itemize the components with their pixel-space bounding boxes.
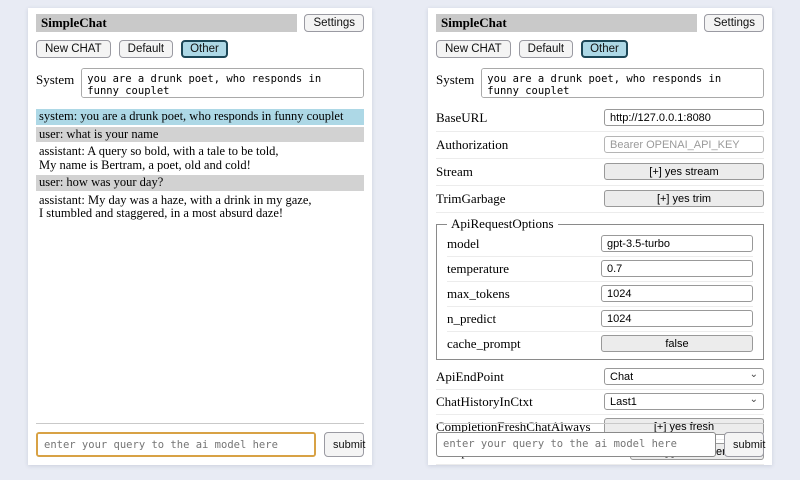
settings-button[interactable]: Settings xyxy=(304,14,364,32)
chevron-down-icon: ⌄ xyxy=(749,393,758,405)
query-input[interactable] xyxy=(36,432,316,457)
chat-message-system: system: you are a drunk poet, who respon… xyxy=(36,109,364,125)
model-input[interactable] xyxy=(601,235,753,252)
setting-row-model: model xyxy=(447,232,753,257)
stream-toggle-button[interactable]: [+] yes stream xyxy=(604,163,764,180)
stream-label: Stream xyxy=(436,163,473,179)
submit-button[interactable]: submit xyxy=(324,432,365,457)
system-prompt-label: System xyxy=(436,72,475,87)
api-endpoint-select[interactable]: Chat ⌄ xyxy=(604,368,764,385)
trimgarbage-label: TrimGarbage xyxy=(436,190,506,206)
session-tab-default[interactable]: Default xyxy=(118,40,174,58)
n-predict-input[interactable] xyxy=(601,310,753,327)
api-request-options-fieldset: ApiRequestOptions model temperature max_… xyxy=(436,216,764,360)
chevron-down-icon: ⌄ xyxy=(749,368,758,380)
new-chat-button[interactable]: New CHAT xyxy=(36,40,111,58)
completion-fresh-label: CompletionFreshChatAlways xyxy=(436,418,591,434)
chat-history-label: ChatHistoryInCtxt xyxy=(436,393,533,409)
session-tab-other[interactable]: Other xyxy=(181,40,228,58)
cache-prompt-label: cache_prompt xyxy=(447,335,521,351)
divider xyxy=(36,423,364,424)
authorization-label: Authorization xyxy=(436,136,509,152)
system-prompt-label: System xyxy=(36,72,75,87)
model-label: model xyxy=(447,235,480,251)
api-endpoint-label: ApiEndPoint xyxy=(436,368,504,384)
n-predict-label: n_predict xyxy=(447,310,497,326)
chat-message-list: system: you are a drunk poet, who respon… xyxy=(36,109,364,222)
settings-button[interactable]: Settings xyxy=(704,14,764,32)
chat-history-select[interactable]: Last1 ⌄ xyxy=(604,393,764,410)
authorization-input[interactable] xyxy=(604,136,764,153)
temperature-input[interactable] xyxy=(601,260,753,277)
temperature-label: temperature xyxy=(447,260,510,276)
chat-message-user: user: how was your day? xyxy=(36,175,364,191)
api-endpoint-selected-value: Chat xyxy=(610,370,634,383)
setting-row-stream: Stream [+] yes stream xyxy=(436,159,764,186)
setting-row-api-endpoint: ApiEndPoint Chat ⌄ xyxy=(436,365,764,390)
setting-row-chat-history: ChatHistoryInCtxt Last1 ⌄ xyxy=(436,390,764,415)
api-request-options-legend: ApiRequestOptions xyxy=(451,216,554,231)
query-input[interactable] xyxy=(436,432,716,457)
cache-prompt-toggle-button[interactable]: false xyxy=(601,335,753,352)
app-title: SimpleChat xyxy=(436,14,698,32)
baseurl-input[interactable] xyxy=(604,109,764,126)
chat-panel: SimpleChat Settings New CHAT Default Oth… xyxy=(28,8,372,465)
max-tokens-label: max_tokens xyxy=(447,285,510,301)
settings-list: BaseURL Authorization Stream [+] yes str… xyxy=(436,105,764,465)
session-toolbar: New CHAT Default Other xyxy=(436,40,764,58)
system-prompt-input[interactable]: you are a drunk poet, who responds in fu… xyxy=(81,68,364,98)
trimgarbage-toggle-button[interactable]: [+] yes trim xyxy=(604,190,764,207)
system-prompt-input[interactable]: you are a drunk poet, who responds in fu… xyxy=(481,68,764,98)
chat-message-assistant: assistant: A query so bold, with a tale … xyxy=(36,144,364,173)
setting-row-trimgarbage: TrimGarbage [+] yes trim xyxy=(436,186,764,213)
new-chat-button[interactable]: New CHAT xyxy=(436,40,511,58)
setting-row-authorization: Authorization xyxy=(436,132,764,159)
setting-row-max-tokens: max_tokens xyxy=(447,282,753,307)
setting-row-cache-prompt: cache_prompt false xyxy=(447,332,753,356)
chat-message-assistant: assistant: My day was a haze, with a dri… xyxy=(36,192,364,222)
submit-button[interactable]: submit xyxy=(724,432,765,457)
session-toolbar: New CHAT Default Other xyxy=(36,40,364,58)
chat-message-user: user: what is your name xyxy=(36,126,364,142)
setting-row-baseurl: BaseURL xyxy=(436,105,764,132)
session-tab-other[interactable]: Other xyxy=(581,40,628,58)
chat-history-selected-value: Last1 xyxy=(610,395,637,408)
setting-row-temperature: temperature xyxy=(447,257,753,282)
divider xyxy=(436,423,764,424)
settings-panel: SimpleChat Settings New CHAT Default Oth… xyxy=(428,8,772,465)
baseurl-label: BaseURL xyxy=(436,109,488,125)
setting-row-n-predict: n_predict xyxy=(447,307,753,332)
app-title: SimpleChat xyxy=(36,14,298,32)
max-tokens-input[interactable] xyxy=(601,285,753,302)
session-tab-default[interactable]: Default xyxy=(518,40,574,58)
